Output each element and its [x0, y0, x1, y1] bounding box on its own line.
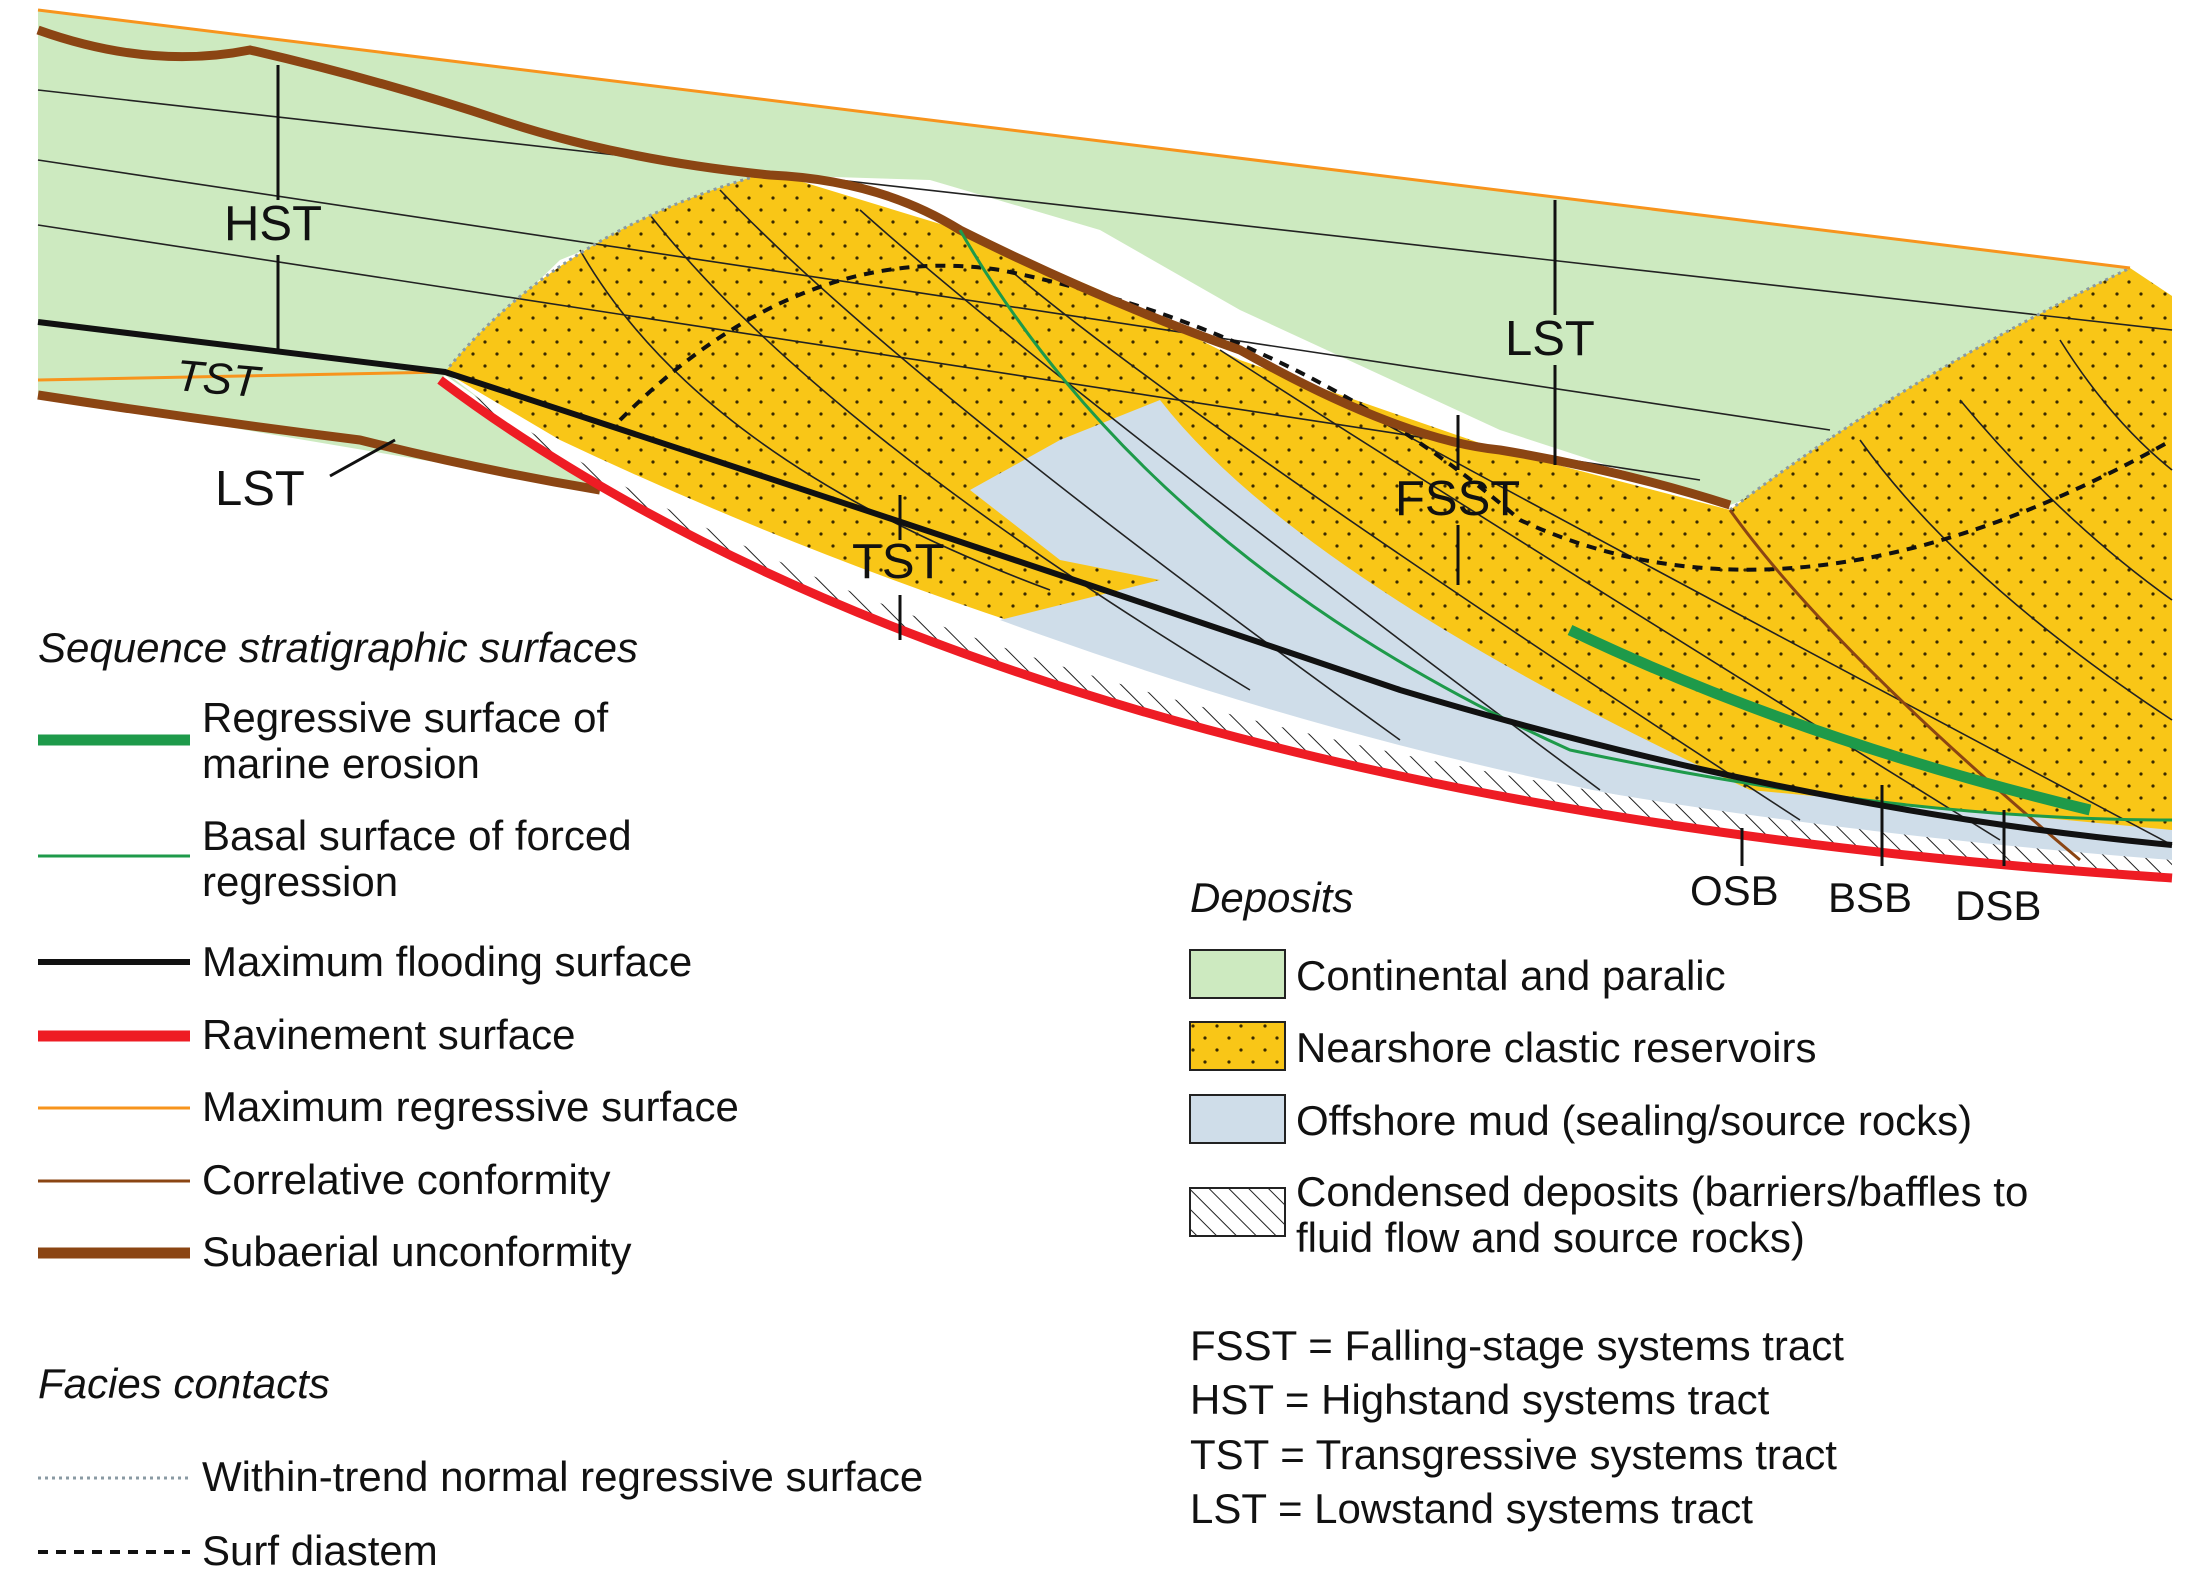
legend-facies-heading: Facies contacts — [38, 1360, 330, 1407]
legend-label-offshore: Offshore mud (sealing/source rocks) — [1296, 1097, 1972, 1144]
within-trend-regressive-line-right — [1729, 266, 2131, 512]
abbrev-lst: LST = Lowstand systems tract — [1190, 1485, 1753, 1532]
label-lst-right: LST — [1505, 312, 1595, 366]
legend-label-condensed-1: Condensed deposits (barriers/baffles to — [1296, 1168, 2028, 1215]
abbrev-tst: TST = Transgressive systems tract — [1190, 1431, 1837, 1478]
legend-label-bsfr-1: Basal surface of forced — [202, 812, 632, 859]
clinoform-lines — [37, 89, 2173, 846]
legend-label-within-trend: Within-trend normal regressive surface — [202, 1453, 923, 1500]
cross-section: HST TST LST TST FSST LST OSB BSB DSB — [36, 8, 2173, 929]
subaerial-unconformity-lower — [37, 390, 601, 495]
nearshore-reservoir — [445, 172, 2172, 840]
legend-label-nearshore: Nearshore clastic reservoirs — [1296, 1024, 1817, 1071]
max-regressive-top — [37, 8, 2131, 270]
legend-label-mfs: Maximum flooding surface — [202, 938, 692, 985]
basal-forced-regression-line — [958, 229, 2173, 822]
tract-markers — [276, 65, 2006, 866]
rsme-line — [1567, 625, 2092, 816]
label-tst-center: TST — [852, 535, 945, 589]
legend-label-continental: Continental and paralic — [1296, 952, 1726, 999]
label-bsb: BSB — [1828, 874, 1912, 921]
label-lst-left: LST — [215, 462, 305, 516]
label-fsst: FSST — [1395, 472, 1520, 526]
legend-label-rsme-1: Regressive surface of — [202, 694, 609, 741]
label-osb: OSB — [1690, 867, 1779, 914]
abbrev-fsst: FSST = Falling-stage systems tract — [1190, 1322, 1844, 1369]
legend-surfaces-heading: Sequence stratigraphic surfaces — [38, 624, 638, 671]
abbreviations: FSST = Falling-stage systems tract HST =… — [1190, 1322, 1844, 1532]
legend-swatch-condensed — [1189, 1187, 1286, 1237]
legend-label-ravinement: Ravinement surface — [202, 1011, 576, 1058]
legend-label-su: Subaerial unconformity — [202, 1228, 632, 1275]
legend-label-surf-diastem: Surf diastem — [202, 1527, 438, 1574]
within-trend-regressive-line — [443, 170, 771, 373]
legend-facies: Facies contacts Within-trend normal regr… — [38, 1360, 923, 1574]
abbrev-hst: HST = Highstand systems tract — [1190, 1376, 1770, 1423]
legend-deposits: Deposits Continental and paralic Nearsho… — [1189, 874, 2028, 1261]
legend-label-bsfr-2: regression — [202, 858, 398, 905]
ravinement-surface-line — [437, 376, 2173, 883]
label-hst: HST — [224, 197, 322, 251]
legend-label-cc: Correlative conformity — [202, 1156, 610, 1203]
legend-label-rsme-2: marine erosion — [202, 740, 480, 787]
legend-swatch-continental — [1189, 949, 1286, 999]
continental-deposit — [38, 10, 2172, 505]
legend-swatch-nearshore — [1189, 1021, 1286, 1071]
max-regressive-lower — [37, 370, 446, 382]
legend-surfaces: Sequence stratigraphic surfaces Regressi… — [38, 624, 739, 1275]
label-dsb: DSB — [1955, 882, 2041, 929]
legend-swatch-offshore — [1189, 1094, 1286, 1144]
subaerial-unconformity-top — [36, 25, 1732, 510]
offshore-mud — [970, 400, 2172, 860]
surf-diastem-line — [618, 263, 2173, 572]
correlative-conformity-line — [1728, 509, 2081, 862]
max-flooding-surface-line — [37, 319, 2173, 848]
legend-label-condensed-2: fluid flow and source rocks) — [1296, 1214, 1805, 1261]
legend-label-mrs: Maximum regressive surface — [202, 1083, 739, 1130]
label-tst-left: TST — [174, 351, 264, 407]
legend-deposits-heading: Deposits — [1190, 874, 1353, 921]
